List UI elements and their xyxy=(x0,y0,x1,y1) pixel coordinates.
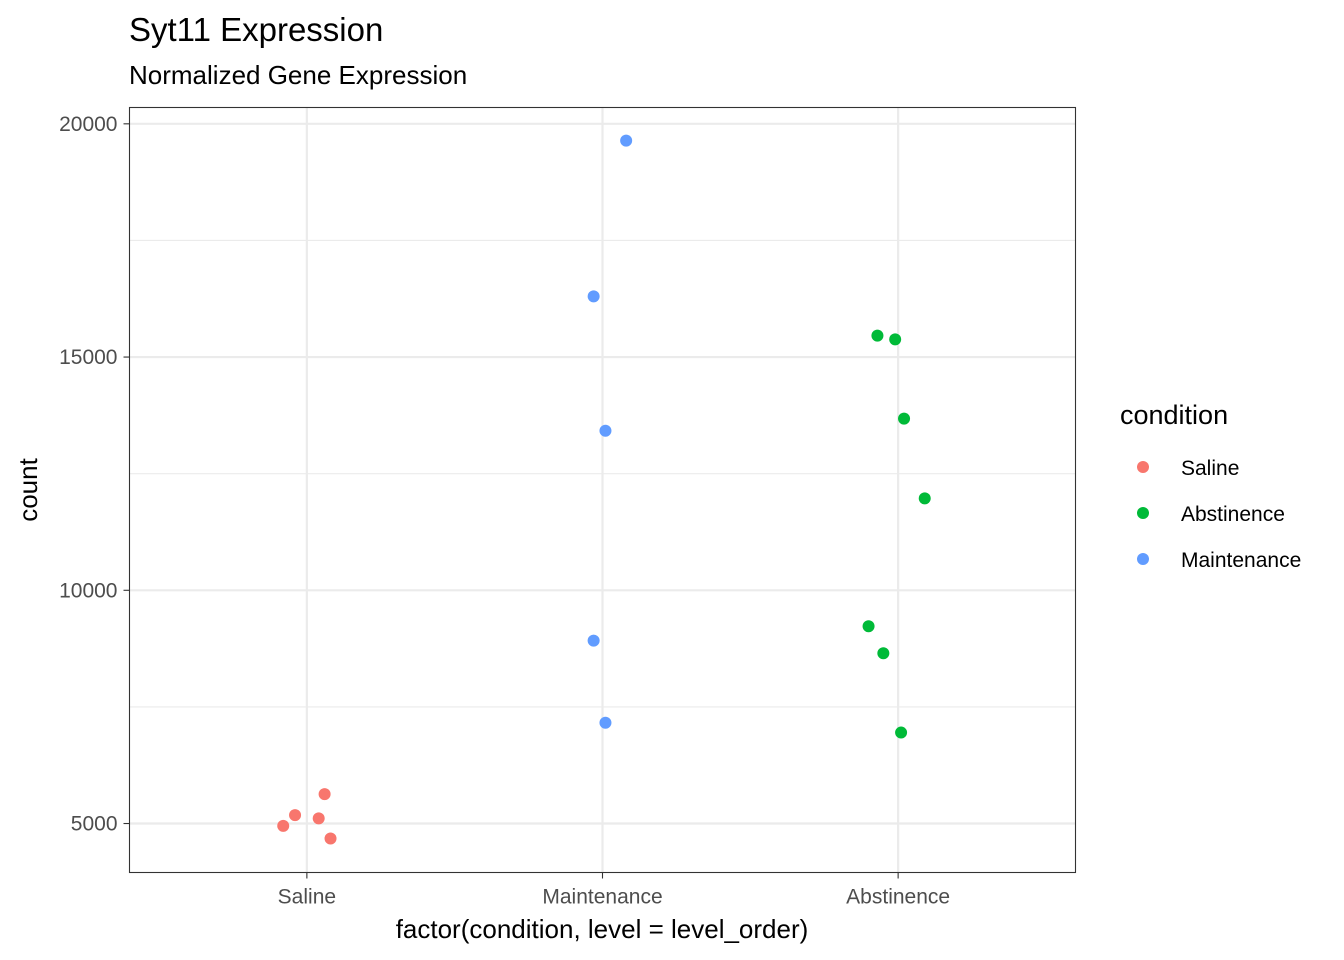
data-point-abstinence xyxy=(898,412,911,425)
data-point-abstinence xyxy=(862,620,875,633)
x-axis-title: factor(condition, level = level_order) xyxy=(396,914,809,944)
legend-title: condition xyxy=(1120,400,1228,430)
legend-key-maintenance xyxy=(1137,553,1149,565)
y-tick-label: 5000 xyxy=(71,813,118,836)
legend-label: Maintenance xyxy=(1181,549,1301,572)
chart-subtitle: Normalized Gene Expression xyxy=(129,60,467,90)
y-tick-label: 20000 xyxy=(59,113,117,136)
data-point-abstinence xyxy=(889,333,902,346)
data-point-abstinence xyxy=(895,726,908,739)
data-point-maintenance xyxy=(587,290,600,303)
data-point-maintenance xyxy=(599,716,612,729)
data-point-saline xyxy=(312,812,325,825)
x-tick-label: Abstinence xyxy=(846,886,950,909)
x-tick-label: Saline xyxy=(278,886,336,909)
x-axis: Saline Maintenance Abstinence xyxy=(278,872,950,909)
data-point-maintenance xyxy=(599,424,612,437)
data-point-saline xyxy=(277,819,290,832)
data-point-maintenance xyxy=(620,134,633,147)
data-point-maintenance xyxy=(587,634,600,647)
y-axis: 5000 10000 15000 20000 xyxy=(59,113,130,836)
x-tick-label: Maintenance xyxy=(542,886,662,909)
legend-label: Saline xyxy=(1181,457,1239,480)
y-axis-title: count xyxy=(13,457,43,521)
data-point-abstinence xyxy=(918,492,931,505)
legend-key-abstinence xyxy=(1137,507,1149,519)
data-point-saline xyxy=(324,832,337,845)
data-point-saline xyxy=(289,809,302,822)
legend-key-saline xyxy=(1137,461,1149,473)
y-tick-label: 10000 xyxy=(59,579,117,602)
data-point-abstinence xyxy=(877,647,890,660)
data-point-abstinence xyxy=(871,329,884,342)
data-points xyxy=(277,134,931,845)
legend-label: Abstinence xyxy=(1181,503,1285,526)
legend: condition Saline Abstinence Maintenance xyxy=(1120,400,1301,572)
legend-items: Saline Abstinence Maintenance xyxy=(1137,457,1301,572)
data-point-saline xyxy=(318,788,331,801)
chart-title: Syt11 Expression xyxy=(129,11,383,48)
y-tick-label: 15000 xyxy=(59,346,117,369)
